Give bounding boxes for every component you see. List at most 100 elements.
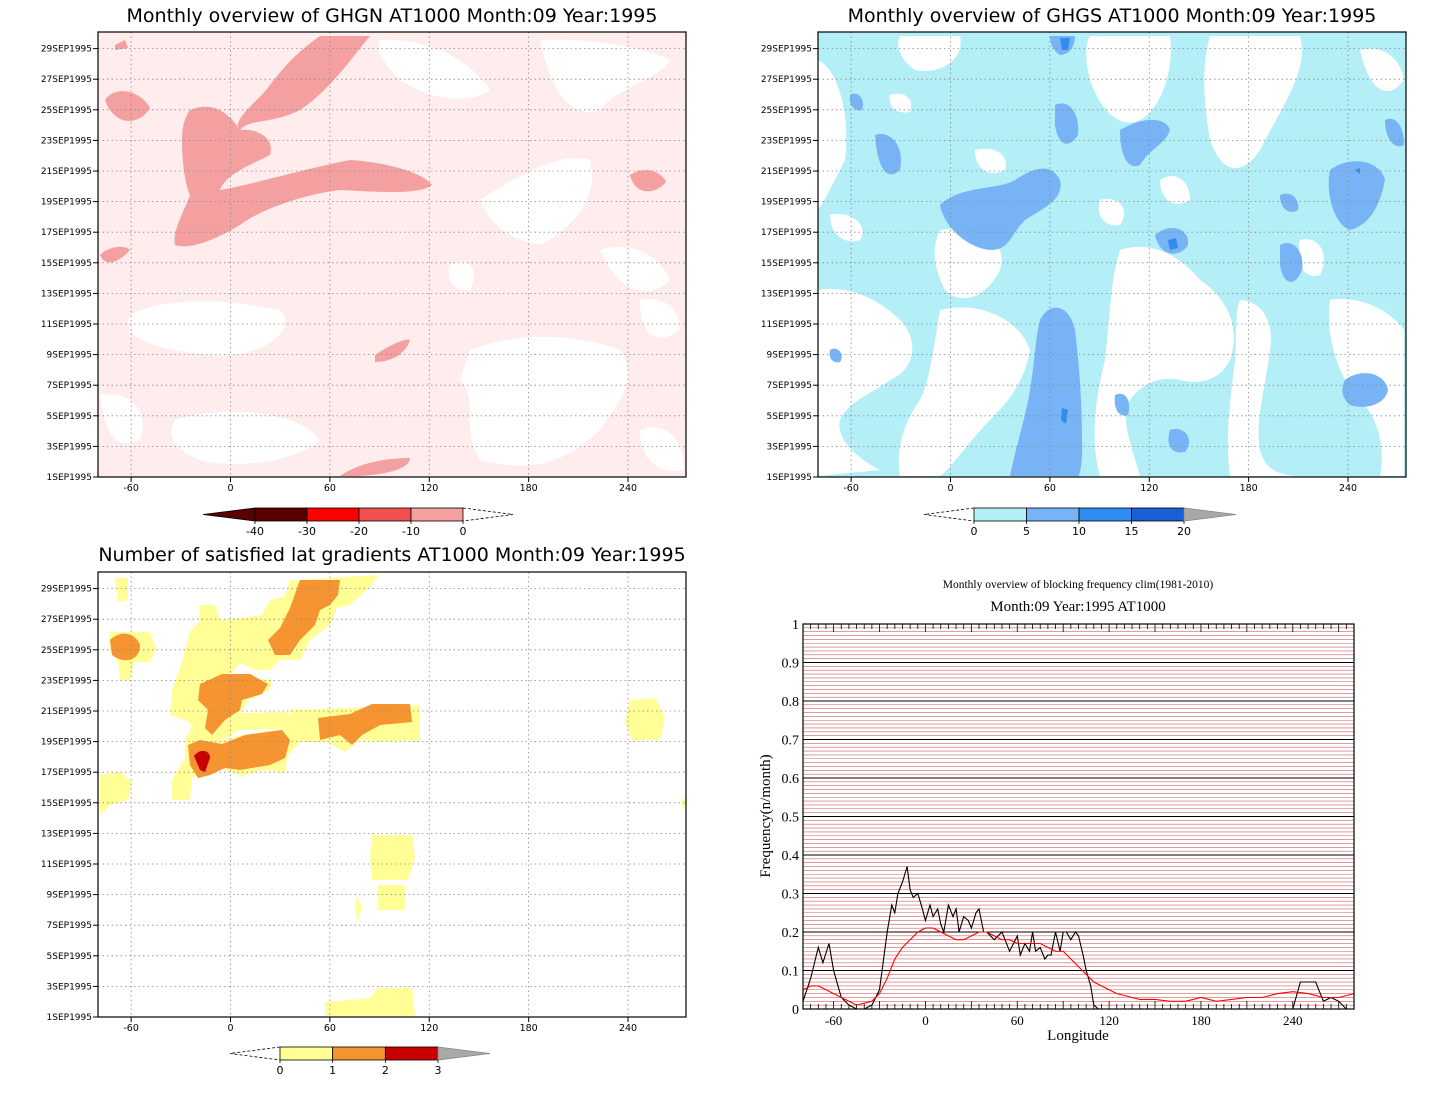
blocking-panel: Monthly overview of blocking frequency c… [758,579,1355,1044]
gradients-high-region [194,750,210,772]
blocking-series-point [959,931,960,932]
blocking-series-point [1109,989,1110,990]
ghgn-x-tick-label: 180 [520,483,538,494]
blocking-series-point [833,993,834,994]
blocking-series-point [1154,999,1155,1000]
gradients-plot-frame [97,571,687,1018]
blocking-series-point [1024,943,1025,944]
blocking-series-point [994,935,995,936]
ghgn-zero-region [448,261,474,291]
gradients-y-tick-label: 17SEP1995 [41,768,92,778]
gradients-x-axis: -60 0 60 120 180 240 [123,1017,637,1034]
ghgn-x-tick-label: 60 [324,483,336,494]
blocking-subtitle: Month:09 Year:1995 AT1000 [990,599,1165,615]
ghgs-y-tick-label: 15SEP1995 [761,259,812,269]
blocking-series-point [1001,931,1002,932]
blocking-series-point [937,908,938,909]
blocking-y-tick-label: 1 [792,618,799,633]
gradients-title: Number of satisfied lat gradients AT1000… [98,544,685,566]
gradients-y-tick-label: 13SEP1995 [41,829,92,839]
blocking-series-point [986,931,987,932]
gradients-low-region [100,772,132,815]
blocking-series-point [917,893,918,894]
ghgn-y-tick-label: 9SEP1995 [47,351,92,361]
blocking-series-point [910,939,911,940]
gradients-colorbar-label: 2 [382,1064,389,1077]
blocking-series-point [902,947,903,948]
blocking-series-point [952,916,953,917]
blocking-series-point [948,935,949,936]
blocking-series-point [1231,999,1232,1000]
ghgs-zero-region [1094,246,1234,476]
blocking-series-point [1093,981,1094,982]
gradients-x-tick-label: -60 [123,1023,139,1034]
blocking-series-point [864,1003,865,1004]
gradients-x-tick-label: 120 [420,1023,438,1034]
blocking-x-tick-label: -60 [825,1013,842,1028]
ghgn-y-tick-label: 3SEP1995 [47,442,92,452]
blocking-series-point [940,931,941,932]
ghgs-zero-region [1160,176,1190,204]
blocking-x-tick-label: 0 [922,1013,929,1028]
blocking-series-point [1185,1001,1186,1002]
gradients-y-tick-label: 5SEP1995 [47,952,92,962]
ghgn-colorbar-label: 0 [460,525,467,538]
blocking-series-point [894,912,895,913]
gradients-y-tick-label: 3SEP1995 [47,982,92,992]
blocking-series-point [1035,951,1036,952]
blocking-series-point [910,889,911,890]
blocking-series-point [848,1001,849,1002]
ghgs-y-tick-label: 7SEP1995 [767,381,812,391]
blocking-series-point [1292,991,1293,992]
ghgn-colorbar-min-arrow [202,507,256,522]
blocking-series-point [925,928,926,929]
ghgn-colorbar: -40 -30 -20 -10 0 [202,507,514,538]
gradients-mid-region [198,674,268,735]
ghgn-zero-region [171,411,320,464]
blocking-series-point [940,924,941,925]
blocking-title: Monthly overview of blocking frequency c… [943,579,1214,591]
gradients-y-tick-label: 15SEP1995 [41,799,92,809]
blocking-x-tick-label: 240 [1283,1013,1303,1028]
ghgs-mid-region [1385,118,1404,147]
blocking-series-point [810,978,811,979]
blocking-series-point [1086,970,1087,971]
blocking-series-point [968,920,969,921]
blocking-major-grid [802,624,1355,1009]
ghgn-x-tick-label: 120 [420,483,438,494]
ghgn-zero-region [640,299,680,338]
ghgs-x-tick-label: -60 [843,483,859,494]
blocking-series-point [879,989,880,990]
ghgs-x-tick-label: 60 [1044,483,1056,494]
ghgn-y-tick-label: 7SEP1995 [47,381,92,391]
ghgs-mid-region [1114,393,1130,416]
blocking-series-point [871,1001,872,1002]
ghgs-y-tick-label: 19SEP1995 [761,198,812,208]
gradients-y-tick-label: 19SEP1995 [41,738,92,748]
ghgs-colorbar: 0 5 10 15 20 [923,507,1237,538]
ghgs-y-tick-label: 17SEP1995 [761,228,812,238]
ghgn-strong-region [105,91,150,121]
blocking-series-line [802,866,1347,1010]
gradients-y-tick-label: 9SEP1995 [47,891,92,901]
ghgs-colorbar-label: 15 [1125,525,1139,538]
ghgn-y-tick-label: 17SEP1995 [41,228,92,238]
ghgn-zero-region [600,246,670,292]
ghgs-mid-region [829,348,842,363]
blocking-series-point [1040,947,1041,948]
ghgs-y-tick-label: 25SEP1995 [761,106,812,116]
blocking-series-point [822,962,823,963]
ghgn-title: Monthly overview of GHGN AT1000 Month:09… [127,5,658,27]
gradients-low-region [325,988,415,1016]
blocking-series-point [1086,974,1087,975]
ghgn-colorbar-label: -10 [402,525,420,538]
ghgs-colorbar-max-arrow [1183,507,1237,522]
ghgn-strong-region [100,246,130,263]
blocking-series-point [871,1005,872,1006]
blocking-x-axis: -60 0 60 120 180 240 [825,1013,1303,1028]
blocking-y-tick-label: 0.1 [782,965,800,980]
blocking-series-point [929,904,930,905]
ghgs-high-region [1061,408,1068,424]
blocking-series-point [828,943,829,944]
blocking-y-tick-label: 0.9 [782,657,800,672]
